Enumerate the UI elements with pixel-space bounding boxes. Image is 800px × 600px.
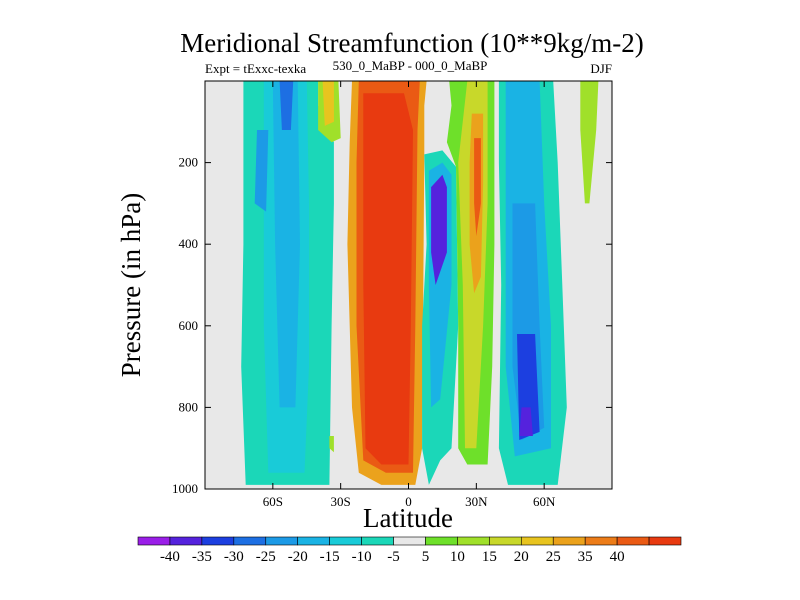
colorbar-swatch-10: [457, 536, 490, 546]
x-tick-label-2: 0: [405, 494, 412, 509]
colorbar-swatch-6: [329, 536, 362, 546]
colorbar-swatch-12: [520, 536, 554, 546]
colorbar-label-3: -25: [256, 549, 276, 565]
colorbar-swatch-3: [233, 536, 267, 546]
colorbar-swatch-15: [616, 536, 650, 546]
sh-band-core: [279, 81, 294, 130]
y-tick-label-2: 600: [179, 318, 199, 333]
colorbar-swatch-13: [552, 536, 586, 546]
colorbar-label-14: 40: [610, 549, 625, 565]
sh-band-top: [254, 130, 269, 212]
y-tick-label-4: 1000: [172, 481, 198, 496]
colorbar-label-4: -20: [288, 549, 308, 565]
x-tick-label-4: 60N: [533, 494, 556, 509]
contour-field: [241, 81, 599, 485]
y-tick-label-1: 400: [179, 236, 199, 251]
colorbar-swatch-4: [265, 536, 299, 546]
x-tick-label-3: 30N: [465, 494, 488, 509]
chart-subtitle-right: DJF: [590, 61, 612, 76]
colorbar: -40 -35 -30 -25 -20 -15 -10 -5 5 10 15 20 25 35 40: [137, 536, 682, 565]
nh-high-positive: [580, 81, 599, 204]
colorbar-label-5: -15: [320, 549, 340, 565]
colorbar-swatch-0: [137, 536, 171, 546]
colorbar-label-9: 10: [450, 549, 465, 565]
colorbar-swatch-5: [297, 536, 330, 546]
plot-area: 60S 30S 0 30N 60N 200 400 600 800 1000: [172, 80, 613, 509]
colorbar-swatch-11: [489, 536, 522, 546]
colorbar-swatch-16: [648, 536, 682, 546]
colorbar-swatch-8: [393, 536, 426, 546]
y-tick-label-0: 200: [179, 155, 199, 170]
colorbar-label-2: -30: [224, 549, 244, 565]
chart-subtitle-center: 530_0_MaBP - 000_0_MaBP: [333, 58, 488, 73]
colorbar-swatch-7: [361, 536, 394, 546]
colorbar-label-11: 20: [514, 549, 529, 565]
sh-sub-positive-core: [322, 81, 334, 126]
colorbar-label-1: -35: [192, 549, 212, 565]
colorbar-label-6: -10: [352, 549, 372, 565]
colorbar-label-0: -40: [160, 549, 180, 565]
y-tick-label-3: 800: [179, 399, 199, 414]
colorbar-label-12: 25: [546, 549, 561, 565]
nh-neg-core: [431, 174, 447, 285]
colorbar-swatch-9: [425, 536, 458, 546]
nh-pos-peak: [474, 138, 481, 236]
colorbar-swatch-2: [201, 536, 235, 546]
colorbar-swatch-1: [169, 536, 203, 546]
chart-title: Meridional Streamfunction (10**9kg/m-2): [180, 28, 643, 58]
x-tick-label-1: 30S: [331, 494, 351, 509]
colorbar-label-7: -5: [387, 549, 400, 565]
colorbar-label-10: 15: [482, 549, 497, 565]
colorbar-label-8: 5: [422, 549, 430, 565]
colorbar-label-13: 35: [578, 549, 593, 565]
y-axis-label: Pressure (in hPa): [116, 193, 146, 377]
x-tick-label-0: 60S: [263, 494, 283, 509]
x-axis-label: Latitude: [363, 503, 453, 533]
nh-band-peak: [519, 407, 533, 436]
sh-band-inner: [272, 81, 300, 408]
sh-sub-positive-low: [329, 436, 334, 453]
chart-subtitle-left: Expt = tExxc-texka: [205, 61, 306, 76]
colorbar-swatch-14: [584, 536, 618, 546]
tropical-cell-core: [363, 93, 413, 465]
